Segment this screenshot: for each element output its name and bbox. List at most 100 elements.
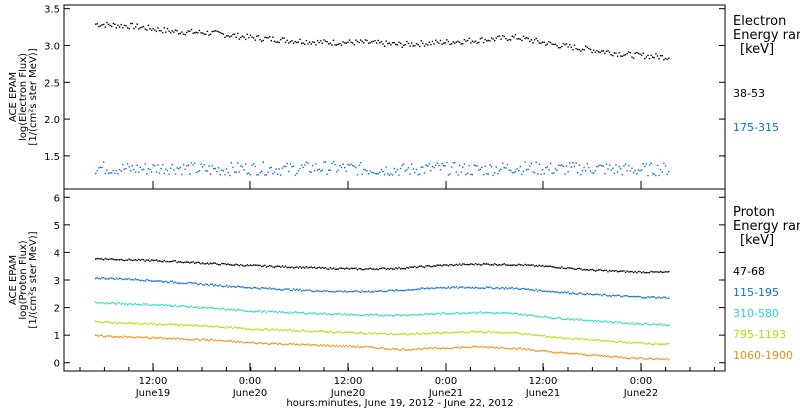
data-point <box>133 322 135 325</box>
data-point <box>262 329 264 331</box>
data-point <box>332 332 335 334</box>
data-point <box>184 261 186 263</box>
data-point <box>229 285 231 287</box>
data-point <box>490 166 493 168</box>
data-point <box>615 341 617 344</box>
data-point <box>187 306 189 309</box>
data-point <box>463 263 466 265</box>
data-point <box>610 340 612 343</box>
data-point <box>601 354 603 356</box>
data-point <box>178 33 180 35</box>
data-point <box>540 289 542 292</box>
data-point <box>486 173 488 175</box>
data-point <box>616 55 619 57</box>
data-point <box>599 339 601 342</box>
data-point <box>106 302 108 304</box>
data-point <box>549 316 552 319</box>
data-point <box>497 287 499 289</box>
data-point <box>383 348 386 350</box>
data-point <box>561 337 563 340</box>
data-point <box>439 169 442 171</box>
data-point <box>369 170 371 172</box>
data-point <box>498 347 501 349</box>
data-point <box>524 161 526 163</box>
data-point <box>658 271 660 273</box>
data-point <box>224 309 226 311</box>
data-point <box>259 328 261 330</box>
data-point <box>363 42 365 44</box>
data-point <box>535 37 537 40</box>
data-point <box>165 168 167 170</box>
data-point <box>538 264 541 266</box>
data-point <box>435 313 437 315</box>
data-point <box>141 169 143 171</box>
data-point <box>433 332 435 335</box>
data-point <box>668 170 670 173</box>
data-point <box>629 357 632 360</box>
data-point <box>570 46 572 49</box>
data-point <box>431 348 434 350</box>
data-point <box>101 277 103 279</box>
data-point <box>623 341 625 344</box>
data-point <box>257 287 260 290</box>
data-point <box>559 164 561 167</box>
data-point <box>548 336 550 338</box>
data-point <box>516 348 518 350</box>
data-point <box>348 290 351 293</box>
data-point <box>192 282 194 284</box>
data-point <box>567 46 569 48</box>
data-point <box>586 269 588 271</box>
data-point <box>283 37 285 39</box>
data-point <box>583 353 585 355</box>
data-point <box>585 169 587 172</box>
data-point <box>570 318 572 321</box>
data-point <box>435 287 437 289</box>
data-point <box>586 163 588 165</box>
data-point <box>500 312 502 314</box>
data-point <box>225 340 228 342</box>
data-point <box>316 344 319 347</box>
data-point <box>323 289 325 292</box>
data-point <box>294 311 296 313</box>
data-point <box>455 311 458 314</box>
data-point <box>195 31 197 34</box>
data-point <box>383 332 386 334</box>
data-point <box>198 283 201 285</box>
data-point <box>466 172 469 174</box>
data-point <box>265 266 268 268</box>
data-point <box>639 323 641 325</box>
data-point <box>441 312 443 314</box>
data-point <box>540 173 542 175</box>
data-point <box>652 296 654 298</box>
data-point <box>505 348 507 350</box>
data-point <box>573 268 576 270</box>
data-point <box>626 322 628 324</box>
data-point <box>647 295 649 298</box>
data-point <box>363 291 365 293</box>
data-point <box>186 261 188 263</box>
data-point <box>543 290 545 293</box>
data-point <box>316 331 319 333</box>
data-point <box>605 340 608 342</box>
data-point <box>328 268 330 270</box>
data-point <box>163 172 165 175</box>
data-point <box>200 282 202 285</box>
data-point <box>466 39 469 42</box>
data-point <box>382 332 384 335</box>
data-point <box>460 330 462 333</box>
data-point <box>142 323 145 325</box>
data-point <box>660 343 662 345</box>
data-point <box>428 265 430 267</box>
data-point <box>537 40 539 42</box>
data-point <box>588 339 590 342</box>
data-point <box>612 356 614 358</box>
data-point <box>251 342 253 344</box>
data-point <box>106 335 108 337</box>
data-point <box>648 357 651 359</box>
proton-panel: ACE EPAM log(Proton Flux) [1/(cm²s ster … <box>8 188 800 372</box>
data-point <box>206 339 209 341</box>
data-point <box>189 30 191 32</box>
data-point <box>261 342 263 344</box>
data-point <box>505 167 507 169</box>
data-point <box>548 317 550 319</box>
